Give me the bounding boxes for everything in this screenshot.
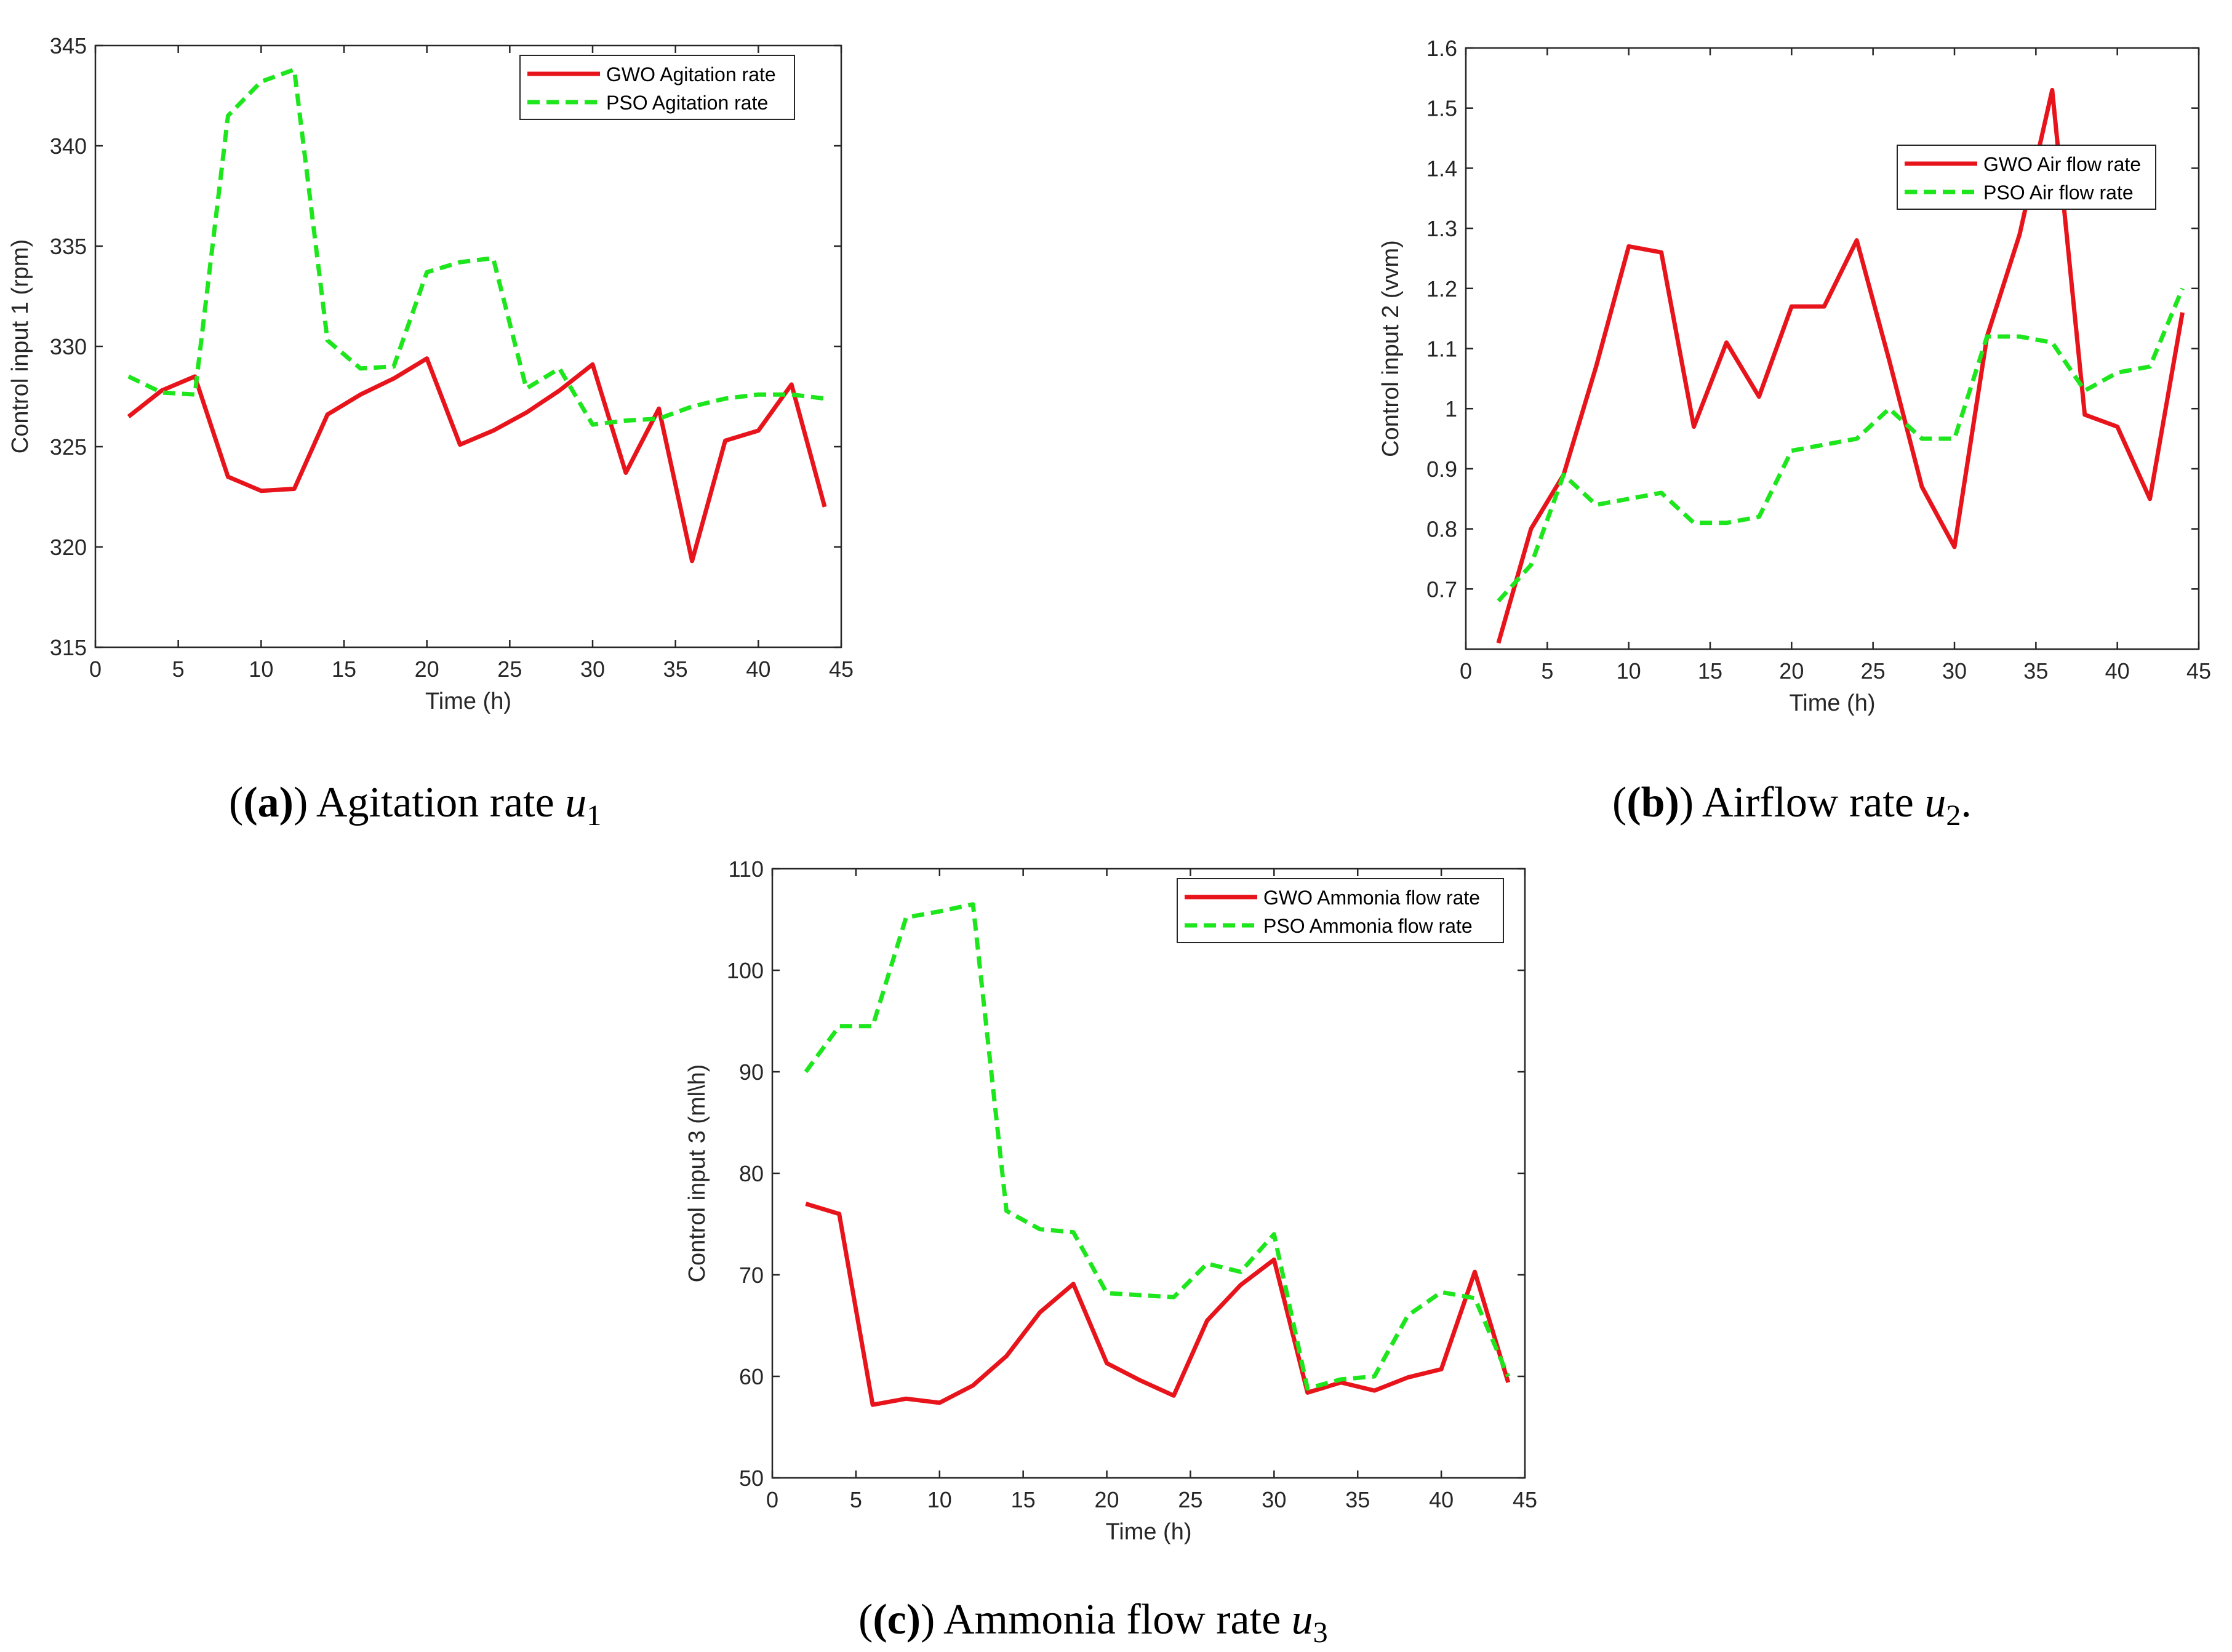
y-tick-label-a: 345: [50, 33, 87, 58]
x-tick-label-b: 30: [1942, 658, 1967, 684]
y-tick-label-c: 100: [727, 958, 764, 983]
legend-label-pso-b: PSO Air flow rate: [1983, 182, 2134, 204]
caption-a-sub: 1: [586, 799, 602, 832]
y-tick-label-c: 50: [739, 1466, 764, 1491]
x-tick-label-a: 45: [829, 656, 854, 682]
y-tick-label-c: 90: [739, 1059, 764, 1085]
x-tick-label-b: 45: [2186, 658, 2211, 684]
x-tick-label-a: 20: [415, 656, 439, 682]
legend-box-a: [519, 55, 795, 120]
legend-box-b: [1897, 145, 2156, 210]
y-axis-label-a: Control input 1 (rpm): [7, 239, 33, 453]
y-tick-label-c: 110: [729, 856, 764, 882]
x-tick-label-b: 35: [2023, 658, 2048, 684]
chart-a: 0 5 10 15 20 25 30 35 40 45 315 320 325 330 335 340 345 T…: [7, 33, 854, 714]
x-tick-label-b: 15: [1698, 658, 1722, 684]
y-tick-label-a: 315: [50, 635, 87, 660]
caption-a-var: u: [565, 779, 587, 826]
caption-c-text: Ammonia flow rate: [943, 1596, 1281, 1643]
caption-b: ((b)) Airflow rate u2.: [1612, 779, 1972, 832]
series-line-gwo-b: [1496, 87, 2185, 644]
legend-label-gwo-a: GWO Agitation rate: [606, 63, 776, 86]
x-tick-label-a: 10: [249, 656, 273, 682]
y-tick-label-b: 1.2: [1426, 276, 1457, 301]
legend-label-pso-c: PSO Ammonia flow rate: [1263, 915, 1473, 937]
y-tick-label-c: 70: [739, 1263, 764, 1288]
y-tick-label-a: 325: [50, 434, 87, 460]
series-line-gwo-a: [127, 356, 827, 564]
legend-label-pso-a: PSO Agitation rate: [606, 92, 768, 114]
y-tick-label-a: 320: [50, 535, 87, 560]
x-axis-label-c: Time (h): [1105, 1519, 1191, 1545]
series-line-pso-c: [804, 902, 1511, 1391]
y-tick-label-b: 1.4: [1426, 156, 1457, 181]
series-line-pso-b: [1497, 287, 2185, 603]
plot-area-c: [771, 868, 1526, 1479]
y-tick-label-a: 340: [50, 134, 87, 159]
x-tick-label-a: 25: [497, 656, 522, 682]
y-tick-label-c: 80: [739, 1161, 764, 1186]
y-axis-label-b: Control input 2 (vvm): [1378, 240, 1404, 457]
x-tick-label-c: 0: [766, 1487, 778, 1512]
x-tick-label-a: 30: [580, 656, 605, 682]
caption-c-label: (c): [873, 1596, 921, 1643]
y-tick-label-b: 0.7: [1426, 577, 1457, 602]
x-tick-label-b: 20: [1779, 658, 1804, 684]
legend-box-c: [1177, 878, 1504, 943]
x-tick-label-c: 10: [927, 1487, 952, 1512]
caption-b-var: u: [1924, 779, 1946, 826]
series-line-pso-a: [127, 67, 825, 427]
y-tick-label-b: 0.8: [1426, 517, 1457, 542]
caption-a: ((a)) Agitation rate u1: [229, 779, 602, 832]
legend-label-gwo-c: GWO Ammonia flow rate: [1263, 887, 1480, 909]
y-tick-label-c: 60: [739, 1364, 764, 1389]
caption-a-text: Agitation rate: [316, 779, 554, 826]
plot-area-b: [1465, 47, 2200, 650]
x-tick-label-a: 40: [746, 656, 770, 682]
x-tick-label-a: 15: [332, 656, 356, 682]
caption-b-sub: 2: [1946, 799, 1961, 832]
caption-b-suffix: .: [1961, 779, 1972, 826]
x-tick-label-c: 20: [1095, 1487, 1119, 1512]
x-tick-label-c: 35: [1345, 1487, 1370, 1512]
chart-b: 0 5 10 15 20 25 30 35 40 45 0.7 0.8 0.9 1 1.1 1.2 1.3 1.4…: [1378, 36, 2211, 716]
x-axis-label-a: Time (h): [425, 688, 511, 714]
x-tick-label-b: 40: [2105, 658, 2130, 684]
y-tick-label-b: 1.1: [1426, 337, 1457, 362]
x-tick-label-b: 10: [1617, 658, 1641, 684]
x-tick-label-b: 0: [1460, 658, 1472, 684]
x-tick-label-c: 25: [1178, 1487, 1202, 1512]
x-tick-label-b: 5: [1541, 658, 1553, 684]
x-tick-label-c: 30: [1262, 1487, 1286, 1512]
caption-a-label: (a): [243, 779, 294, 826]
x-tick-label-a: 5: [172, 656, 185, 682]
y-tick-label-b: 1: [1445, 396, 1457, 421]
caption-b-label: (b): [1626, 779, 1679, 826]
x-tick-label-b: 25: [1861, 658, 1886, 684]
y-tick-label-b: 0.9: [1426, 457, 1457, 482]
caption-b-text: Airflow rate: [1702, 779, 1914, 826]
y-tick-label-a: 330: [50, 334, 87, 359]
x-tick-label-a: 35: [663, 656, 688, 682]
caption-c: ((c)) Ammonia flow rate u3: [858, 1596, 1328, 1649]
series-line-gwo-c: [805, 1202, 1511, 1407]
x-axis-label-b: Time (h): [1789, 690, 1875, 716]
legend-label-gwo-b: GWO Air flow rate: [1983, 153, 2141, 175]
x-tick-label-a: 0: [89, 656, 102, 682]
x-tick-label-c: 45: [1513, 1487, 1537, 1512]
y-tick-label-b: 1.3: [1426, 216, 1457, 241]
caption-c-sub: 3: [1313, 1616, 1328, 1649]
y-axis-label-c: Control input 3 (ml\h): [684, 1064, 710, 1283]
caption-c-var: u: [1291, 1596, 1313, 1643]
x-tick-label-c: 40: [1429, 1487, 1454, 1512]
chart-c: 0 5 10 15 20 25 30 35 40 45 50 60 70 80 90 100 110 Time (…: [684, 856, 1537, 1545]
y-tick-label-b: 1.5: [1426, 96, 1457, 121]
plot-area-a: [94, 44, 842, 648]
x-tick-label-c: 15: [1011, 1487, 1036, 1512]
y-tick-label-b: 1.6: [1426, 36, 1457, 61]
x-tick-label-c: 5: [850, 1487, 862, 1512]
y-tick-label-a: 335: [50, 234, 87, 259]
